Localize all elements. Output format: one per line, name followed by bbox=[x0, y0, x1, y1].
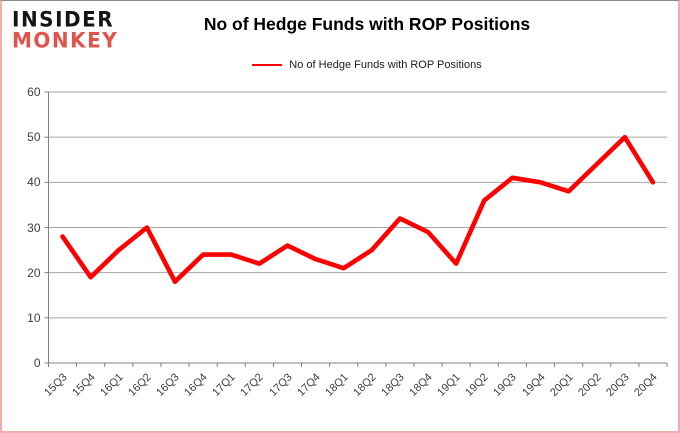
y-tick-label-0: 0 bbox=[33, 356, 41, 370]
legend-label: No of Hedge Funds with ROP Positions bbox=[289, 59, 482, 71]
logo-line2: MONKEY bbox=[12, 27, 119, 53]
chart-title: No of Hedge Funds with ROP Positions bbox=[203, 14, 531, 34]
insider-monkey-logo: INSIDER MONKEY bbox=[12, 6, 119, 53]
y-tick-label-40: 40 bbox=[27, 175, 41, 190]
legend: No of Hedge Funds with ROP Positions bbox=[142, 59, 592, 71]
y-tick-label-10: 10 bbox=[27, 310, 41, 325]
y-tick-label-50: 50 bbox=[27, 130, 41, 145]
series-line bbox=[60, 134, 656, 285]
logo-line1: INSIDER bbox=[12, 6, 115, 32]
legend-line-swatch bbox=[252, 63, 283, 67]
y-tick-label-20: 20 bbox=[27, 265, 41, 280]
y-tick-label-60: 60 bbox=[27, 85, 41, 99]
y-tick-label-30: 30 bbox=[27, 220, 41, 235]
